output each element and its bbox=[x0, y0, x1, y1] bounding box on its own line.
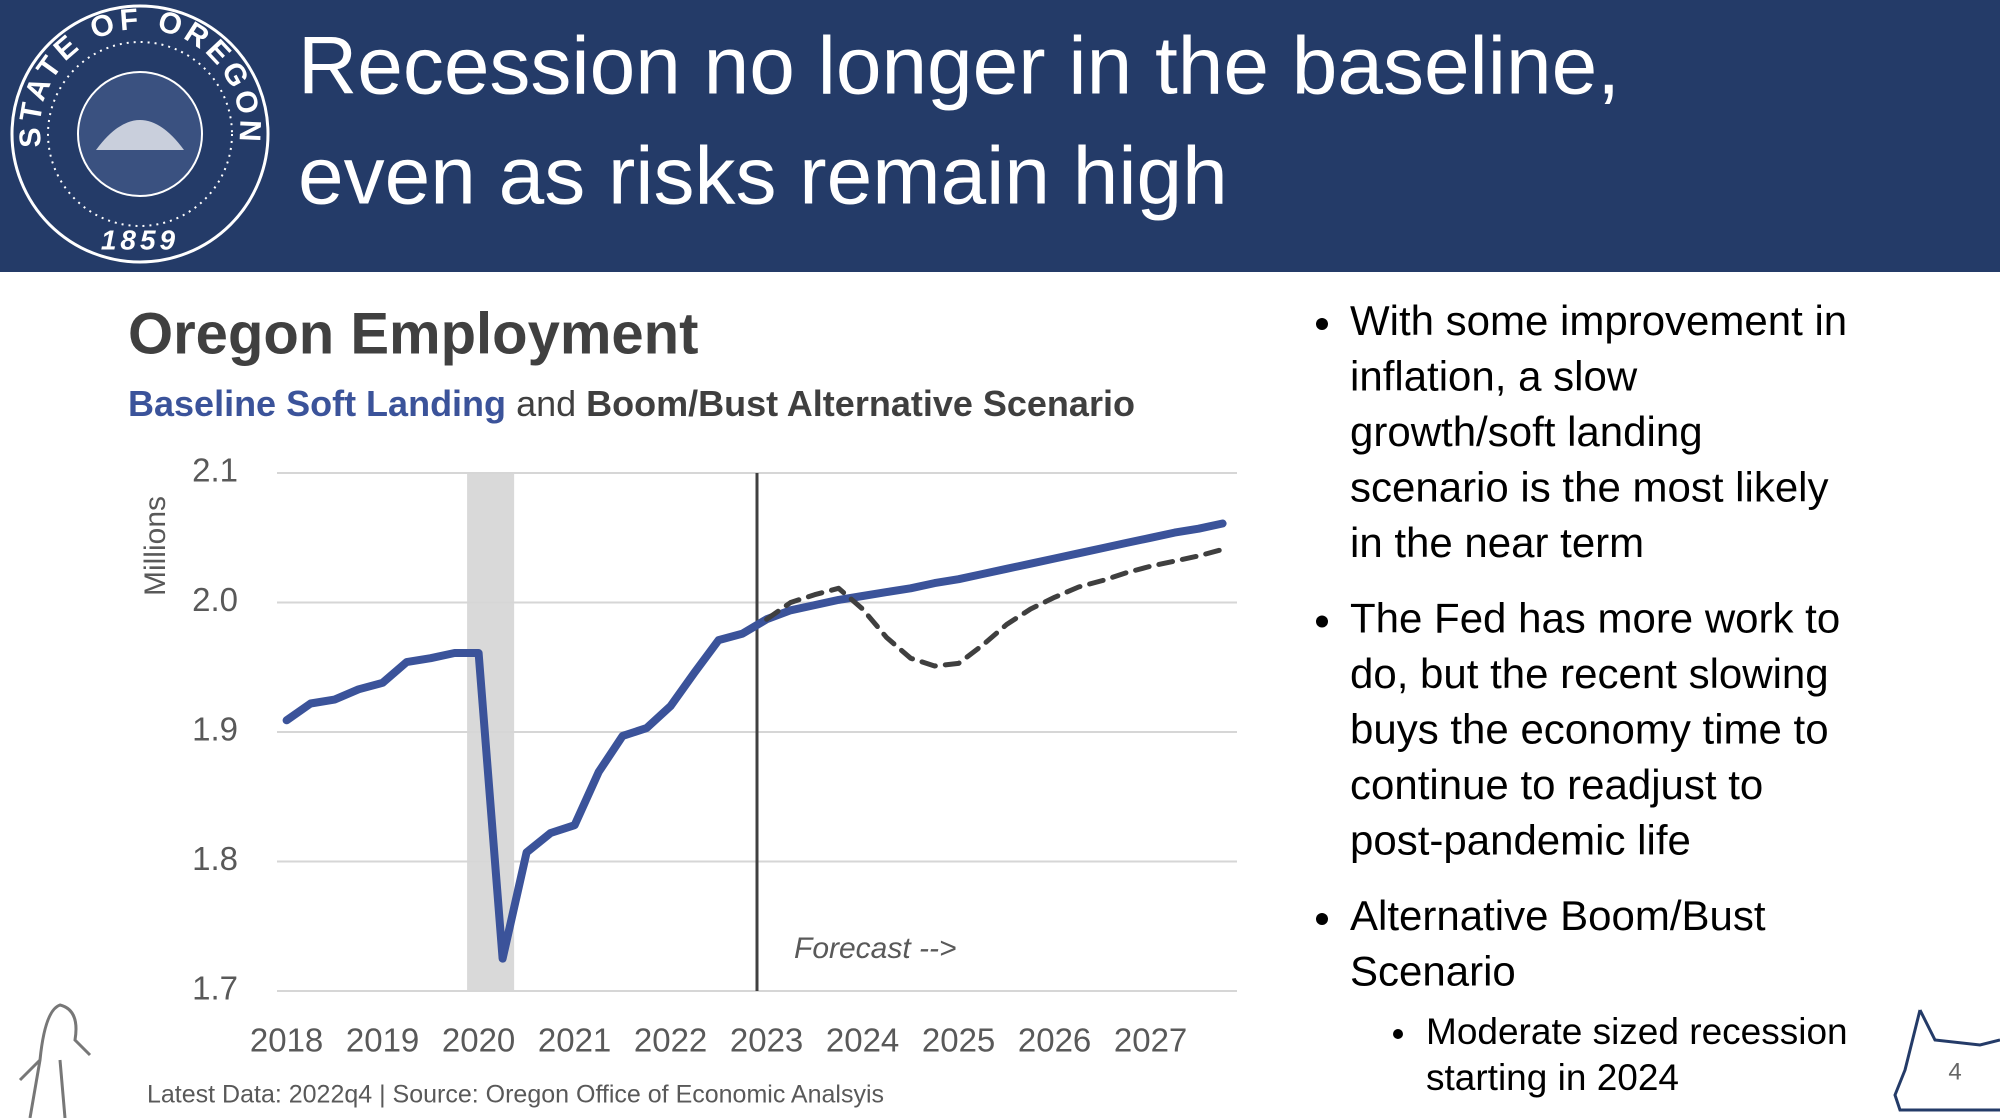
y-tick-label: 2.0 bbox=[192, 581, 238, 618]
seal: STATE OF OREGON 1859 bbox=[10, 3, 270, 264]
forecast-label: Forecast --> bbox=[794, 932, 957, 965]
bullet-text: With some improvement in bbox=[1350, 297, 1847, 344]
seal-emblem bbox=[96, 120, 184, 150]
x-tick-label: 2023 bbox=[730, 1022, 803, 1059]
header-band bbox=[0, 0, 2000, 272]
x-tick-label: 2024 bbox=[826, 1022, 899, 1059]
bullet-text: in the near term bbox=[1350, 519, 1644, 566]
y-tick-label: 2.1 bbox=[192, 452, 238, 489]
slide-title-line: Recession no longer in the baseline, bbox=[298, 21, 1620, 112]
bullet-text: continue to readjust to bbox=[1350, 761, 1763, 808]
sub-bullet-dot bbox=[1393, 1029, 1403, 1039]
y-tick-label: 1.8 bbox=[192, 840, 238, 877]
mascot-outline bbox=[18, 1003, 92, 1118]
x-tick-label: 2026 bbox=[1018, 1022, 1091, 1059]
y-tick-label: 1.7 bbox=[192, 970, 238, 1007]
bullet-text: scenario is the most likely bbox=[1350, 464, 1829, 511]
legend-entry: Boom/Bust Alternative Scenario bbox=[586, 383, 1135, 424]
source-note: Latest Data: 2022q4 | Source: Oregon Off… bbox=[147, 1081, 884, 1109]
seal-inner bbox=[47, 41, 233, 227]
bullet-text: post-pandemic life bbox=[1350, 817, 1691, 864]
bullet-text: buys the economy time to bbox=[1350, 706, 1829, 753]
x-tick-label: 2020 bbox=[442, 1022, 515, 1059]
series-line bbox=[282, 519, 1227, 963]
x-tick-label: 2025 bbox=[922, 1022, 995, 1059]
x-tick-label: 2019 bbox=[346, 1022, 419, 1059]
bullet-text: growth/soft landing bbox=[1350, 408, 1703, 455]
bullet-text: Scenario bbox=[1350, 948, 1516, 995]
chart-title: Oregon Employment bbox=[128, 301, 698, 366]
y-tick-label: 1.9 bbox=[192, 711, 238, 748]
sub-bullet-text: starting in 2024 bbox=[1426, 1057, 1679, 1098]
x-tick-label: 2027 bbox=[1114, 1022, 1187, 1059]
subtitle-connector: and bbox=[516, 383, 576, 424]
seal-year: 1859 bbox=[101, 224, 179, 255]
x-tick-label: 2021 bbox=[538, 1022, 611, 1059]
y-axis-label: Millions bbox=[139, 496, 172, 596]
sub-bullet-text: Moderate sized recession bbox=[1426, 1011, 1848, 1052]
x-tick-label: 2018 bbox=[250, 1022, 323, 1059]
mascot-icon bbox=[18, 1003, 92, 1118]
bullet-dot bbox=[1316, 913, 1328, 925]
legend-entry: Baseline Soft Landing bbox=[128, 383, 506, 424]
oregon-outline bbox=[1893, 1009, 2000, 1112]
bullet-dot bbox=[1316, 318, 1328, 330]
bullet-text: inflation, a slow bbox=[1350, 353, 1638, 400]
series-line bbox=[764, 546, 1226, 669]
bullet-text: do, but the recent slowing bbox=[1350, 650, 1829, 697]
x-tick-label: 2022 bbox=[634, 1022, 707, 1059]
bullet-text: The Fed has more work to bbox=[1350, 595, 1840, 642]
chart-subtitle: Baseline Soft Landing and Boom/Bust Alte… bbox=[128, 383, 1135, 424]
slide-title-line: even as risks remain high bbox=[298, 131, 1228, 222]
bullet-dot bbox=[1316, 615, 1328, 628]
bullet-text: Alternative Boom/Bust bbox=[1350, 892, 1766, 939]
slide-number: 4 bbox=[1948, 1058, 1961, 1085]
